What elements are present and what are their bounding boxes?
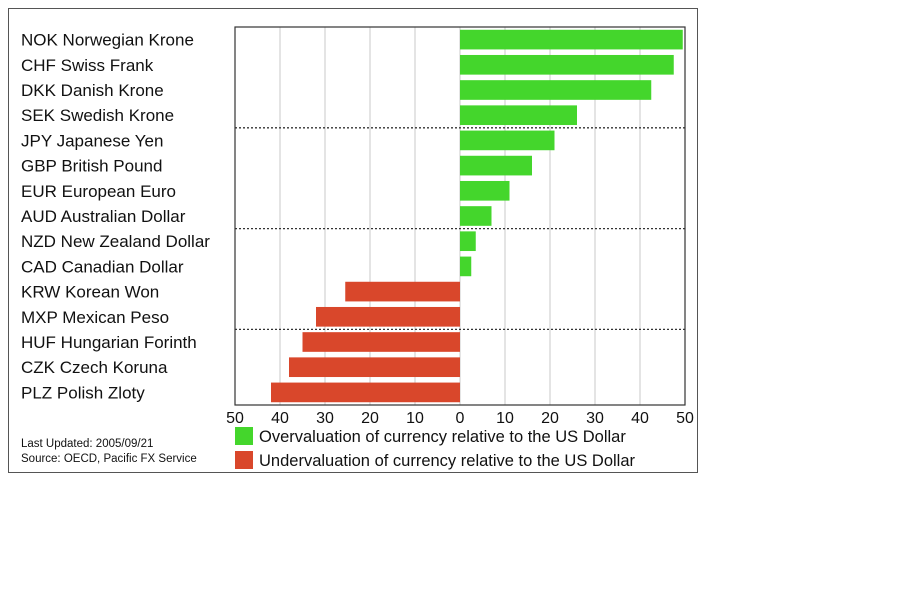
legend-swatch-under bbox=[235, 451, 253, 469]
category-label-chf: CHF Swiss Frank bbox=[21, 56, 154, 75]
bar-sek bbox=[460, 105, 577, 126]
plot-area-border bbox=[234, 26, 686, 406]
bar-aud bbox=[460, 206, 492, 226]
category-label-nok: NOK Norwegian Krone bbox=[21, 31, 194, 50]
bar-nok bbox=[460, 29, 683, 50]
bar-huf bbox=[302, 332, 460, 352]
legend-label-over: Overvaluation of currency relative to th… bbox=[259, 428, 626, 446]
category-label-plz: PLZ Polish Zloty bbox=[21, 383, 145, 402]
footnote-updated: Last Updated: 2005/09/21 bbox=[21, 438, 153, 450]
bar-jpy bbox=[460, 130, 555, 151]
category-label-dkk: DKK Danish Krone bbox=[21, 81, 164, 100]
bar-mxp bbox=[316, 306, 460, 327]
category-label-krw: KRW Korean Won bbox=[21, 283, 159, 302]
bar-dkk bbox=[460, 80, 652, 100]
category-label-mxp: MXP Mexican Peso bbox=[21, 308, 169, 327]
bar-gbp bbox=[460, 155, 532, 176]
legend-swatch-over bbox=[235, 427, 253, 445]
legend-label-under: Undervaluation of currency relative to t… bbox=[259, 452, 636, 470]
x-tick-labels: 50 40 30 20 10 0 10 20 30 40 50 bbox=[226, 410, 694, 427]
x-tick-label-10: 50 bbox=[676, 410, 694, 427]
category-label-eur: EUR European Euro bbox=[21, 182, 176, 201]
x-tick-label-7: 20 bbox=[541, 410, 559, 427]
category-label-aud: AUD Australian Dollar bbox=[21, 207, 186, 226]
x-tick-label-4: 10 bbox=[406, 410, 424, 427]
category-label-jpy: JPY Japanese Yen bbox=[21, 131, 163, 150]
category-label-cad: CAD Canadian Dollar bbox=[21, 257, 184, 276]
x-tick-label-3: 20 bbox=[361, 410, 379, 427]
x-tick-label-1: 40 bbox=[271, 410, 289, 427]
category-label-sek: SEK Swedish Krone bbox=[21, 106, 174, 125]
chart-frame: NOK Norwegian Krone CHF Swiss Frank DKK Da… bbox=[8, 8, 698, 473]
category-label-gbp: GBP British Pound bbox=[21, 157, 162, 176]
category-labels: NOK Norwegian Krone CHF Swiss Frank DKK Da… bbox=[21, 31, 210, 403]
legend: Overvaluation of currency relative to th… bbox=[235, 427, 636, 470]
x-tick-label-0: 50 bbox=[226, 410, 244, 427]
bar-cad bbox=[460, 256, 472, 277]
x-tick-label-2: 30 bbox=[316, 410, 334, 427]
category-label-huf: HUF Hungarian Forinth bbox=[21, 333, 197, 352]
category-label-nzd: NZD New Zealand Dollar bbox=[21, 232, 210, 251]
category-label-czk: CZK Czech Koruna bbox=[21, 358, 168, 377]
x-tick-label-9: 40 bbox=[631, 410, 649, 427]
x-tick-label-5: 0 bbox=[456, 410, 465, 427]
bar-nzd bbox=[460, 231, 476, 252]
bar-krw bbox=[345, 281, 460, 302]
x-tick-label-8: 30 bbox=[586, 410, 604, 427]
separator-layer bbox=[235, 127, 685, 331]
bar-chf bbox=[460, 54, 674, 75]
bar-layer bbox=[271, 29, 683, 403]
footnote-source: Source: OECD, Pacific FX Service bbox=[21, 453, 197, 465]
bar-plz bbox=[271, 382, 460, 403]
x-tick-label-6: 10 bbox=[496, 410, 514, 427]
bar-czk bbox=[289, 357, 460, 378]
chart: NOK Norwegian Krone CHF Swiss Frank DKK Da… bbox=[21, 26, 694, 470]
bar-eur bbox=[460, 180, 510, 201]
